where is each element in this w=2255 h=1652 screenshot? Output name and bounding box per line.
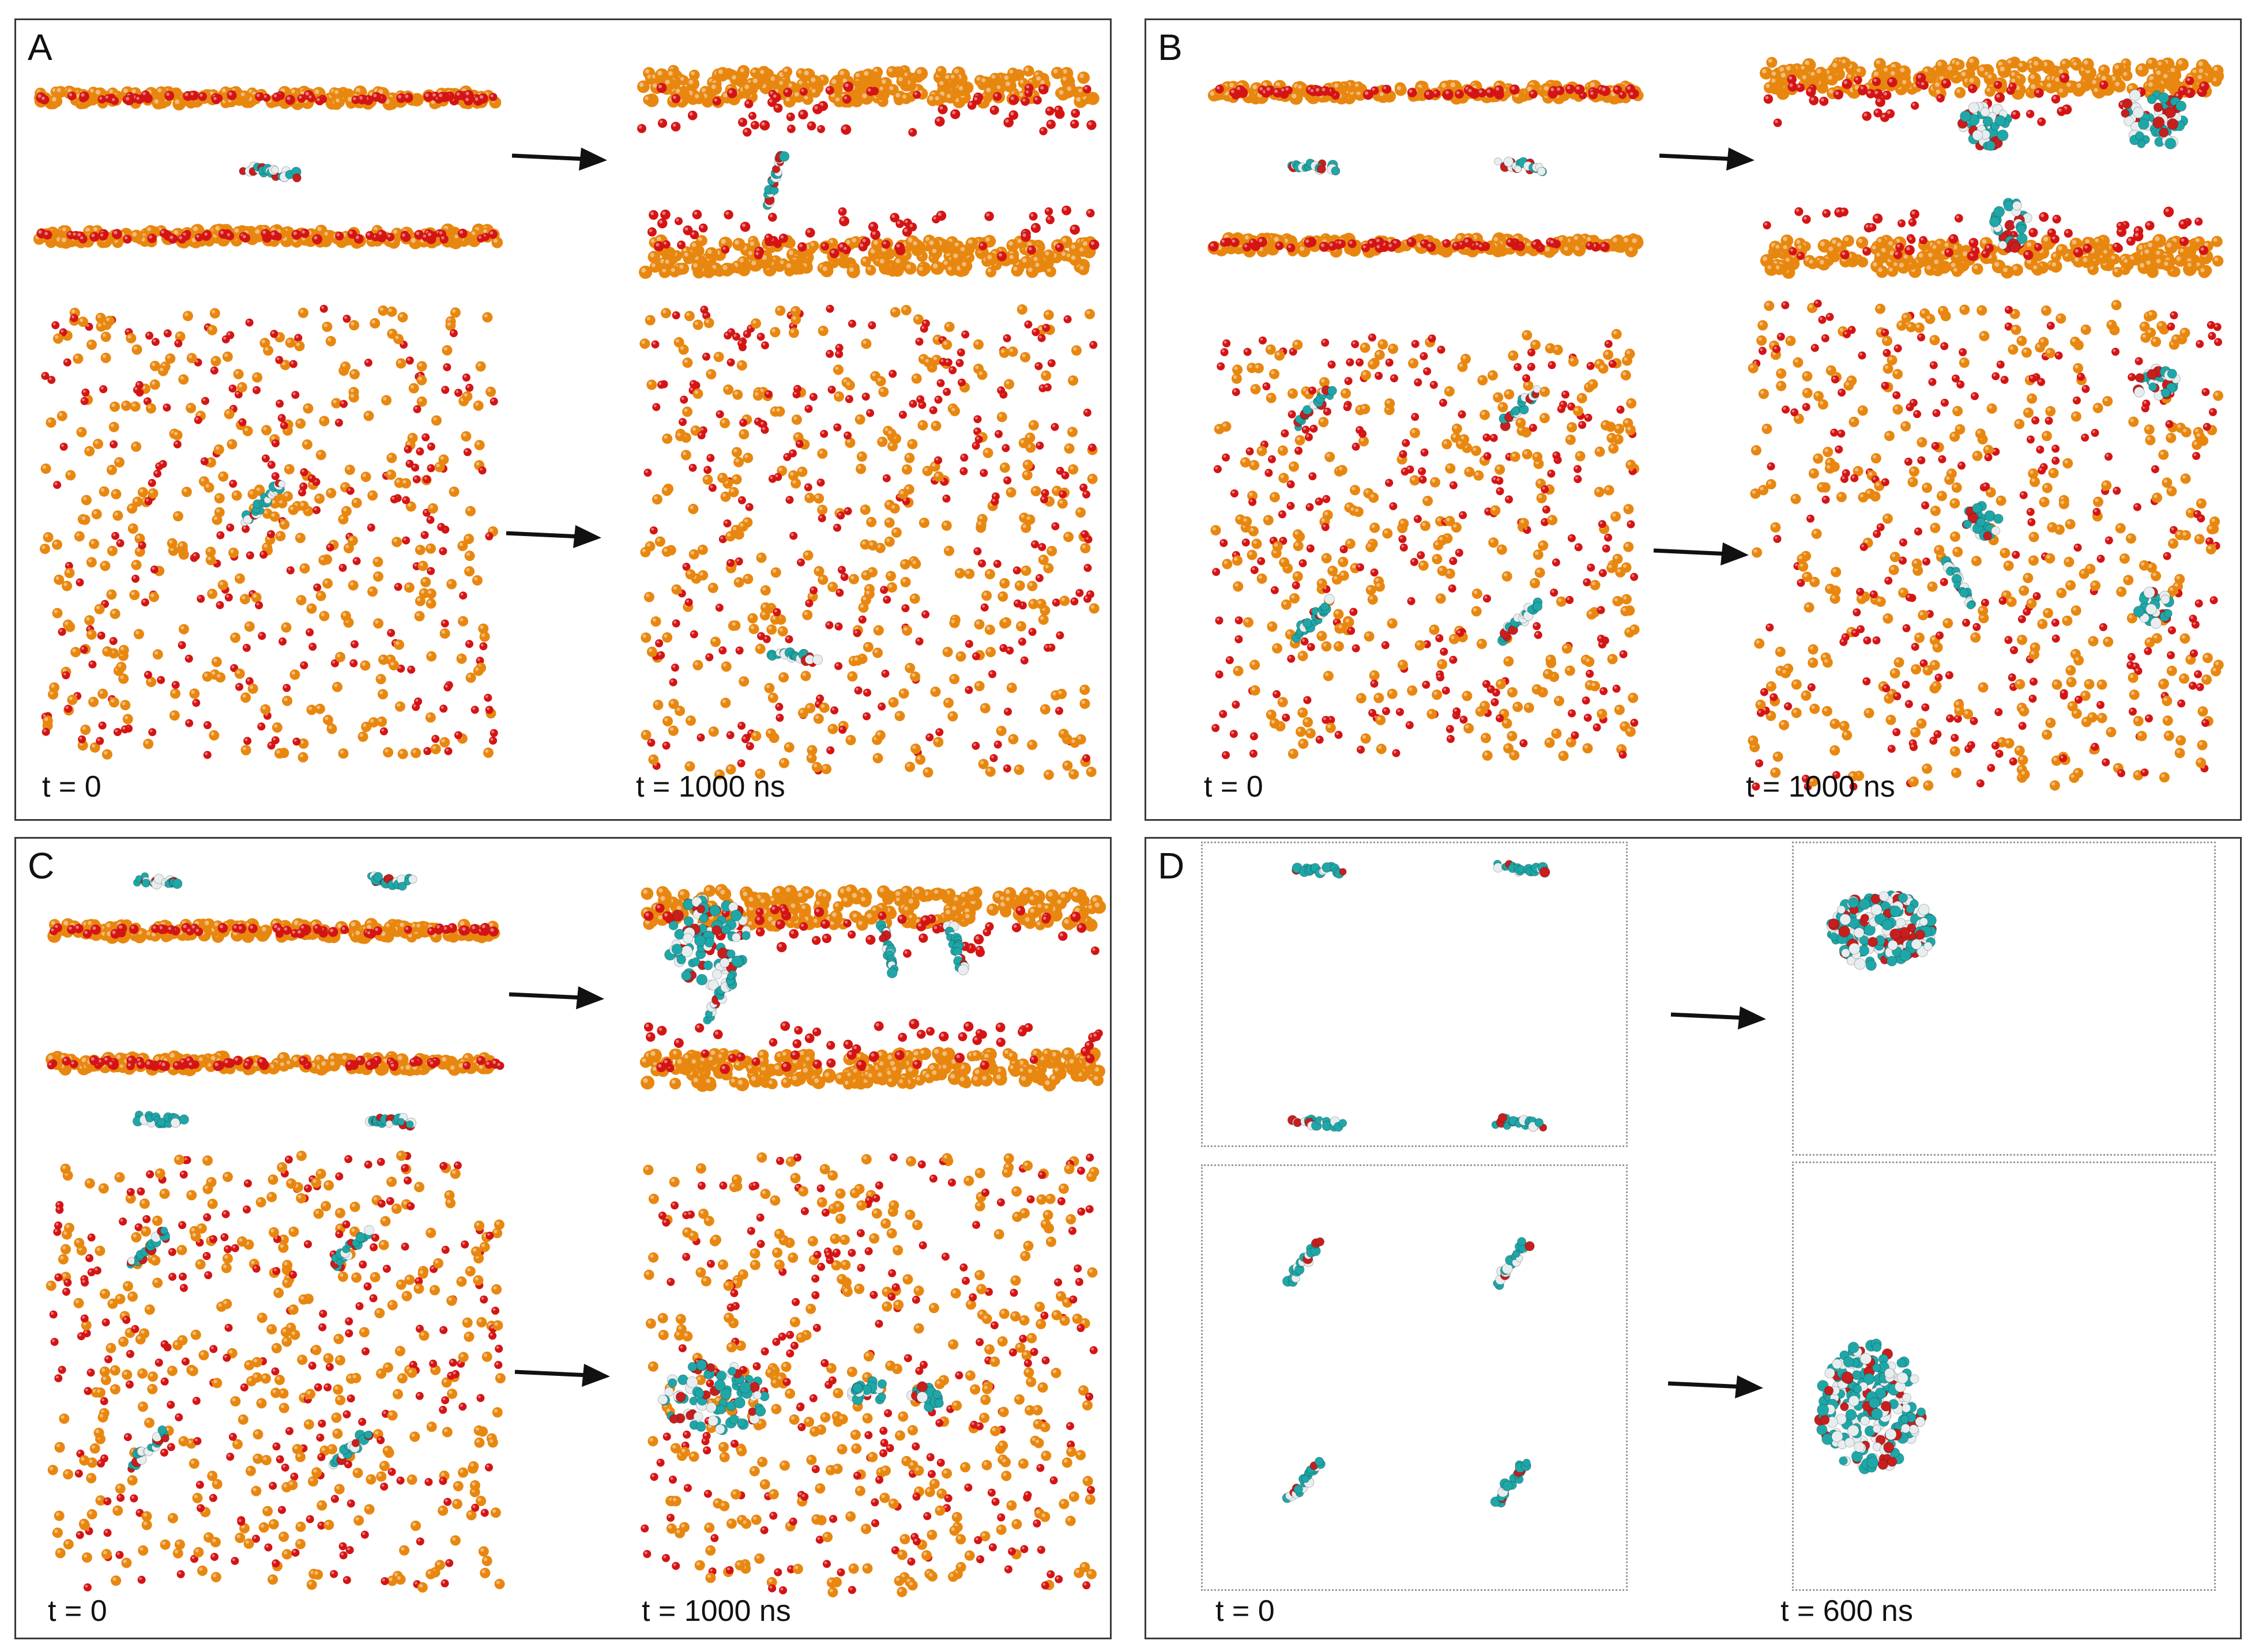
panel-c-top-view-end bbox=[641, 1152, 1100, 1598]
panel-b-side-view-end bbox=[1760, 56, 2224, 279]
time-label-end-d: t = 600 ns bbox=[1780, 1594, 1913, 1628]
panel-a-top-view-end bbox=[639, 304, 1100, 780]
panel-a-top-view-start bbox=[40, 304, 498, 763]
time-label-start-a: t = 0 bbox=[42, 770, 101, 804]
time-label-end-a: t = 1000 ns bbox=[636, 770, 785, 804]
panel-b-side-view-start bbox=[1207, 80, 1644, 258]
arrow-icon bbox=[514, 1364, 610, 1387]
panel-label-d: D bbox=[1158, 844, 1184, 887]
time-label-start-c: t = 0 bbox=[48, 1594, 107, 1628]
panel-a-side-view-end bbox=[637, 65, 1100, 279]
time-label-end-c: t = 1000 ns bbox=[642, 1594, 791, 1628]
arrow-icon bbox=[511, 148, 607, 171]
panel-a-side-view-start bbox=[33, 85, 503, 250]
panel-d-box-end-upper bbox=[1792, 842, 2216, 1156]
panel-c-side-view-end bbox=[639, 884, 1106, 1092]
arrow-icon bbox=[1653, 542, 1749, 565]
panel-d-box-start-upper bbox=[1201, 842, 1628, 1147]
panel-c-side-view-start bbox=[46, 871, 505, 1131]
arrow-icon bbox=[1667, 1375, 1763, 1398]
panel-label-a: A bbox=[28, 26, 52, 69]
arrow-icon bbox=[509, 986, 604, 1009]
panel-b-top-view-start bbox=[1210, 329, 1640, 761]
panel-d-start-upper-molecules bbox=[1287, 859, 1550, 1132]
arrow-icon bbox=[506, 525, 601, 548]
panel-c-top-view-start bbox=[46, 1151, 506, 1593]
time-label-start-d: t = 0 bbox=[1215, 1594, 1275, 1628]
panel-d-box-end-lower bbox=[1792, 1161, 2216, 1591]
panel-d: D t = 0 t = 600 ns bbox=[1145, 837, 2242, 1639]
panel-c: C t = 0 t = 1000 ns bbox=[14, 837, 1112, 1639]
panel-b-top-view-end bbox=[1748, 299, 2224, 791]
panel-b: B t = 0 t = 1000 ns bbox=[1145, 18, 2242, 821]
time-label-end-b: t = 1000 ns bbox=[1746, 770, 1895, 804]
panel-label-b: B bbox=[1158, 26, 1183, 69]
arrow-icon bbox=[1659, 148, 1755, 171]
panel-a: A t = 0 t = 1000 ns bbox=[14, 18, 1112, 821]
time-label-start-b: t = 0 bbox=[1204, 770, 1263, 804]
panel-d-box-start-lower bbox=[1201, 1164, 1628, 1591]
arrow-icon bbox=[1670, 1006, 1766, 1029]
panel-d-end-lower-aggregate bbox=[1814, 1338, 1927, 1474]
panel-d-end-upper-aggregate bbox=[1826, 890, 1937, 971]
panel-d-start-lower-molecules bbox=[1282, 1237, 1535, 1508]
panel-label-c: C bbox=[28, 844, 54, 887]
